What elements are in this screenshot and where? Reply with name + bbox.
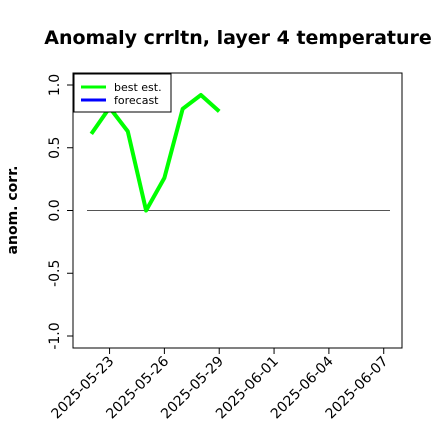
y-tick-label: -1.0: [47, 322, 63, 349]
y-tick-label: 0.0: [47, 199, 63, 221]
legend: best est.forecast: [73, 73, 172, 113]
y-tick-label: 1.0: [47, 74, 63, 96]
y-axis-label: anom. corr.: [5, 166, 21, 255]
legend-label: best est.: [114, 81, 162, 94]
chart-title: Anomaly crrltn, layer 4 temperature: [44, 27, 432, 49]
legend-box: [73, 73, 172, 113]
y-tick-label: 0.5: [47, 137, 63, 159]
y-tick-label: -0.5: [47, 260, 63, 287]
legend-label: forecast: [114, 94, 159, 107]
